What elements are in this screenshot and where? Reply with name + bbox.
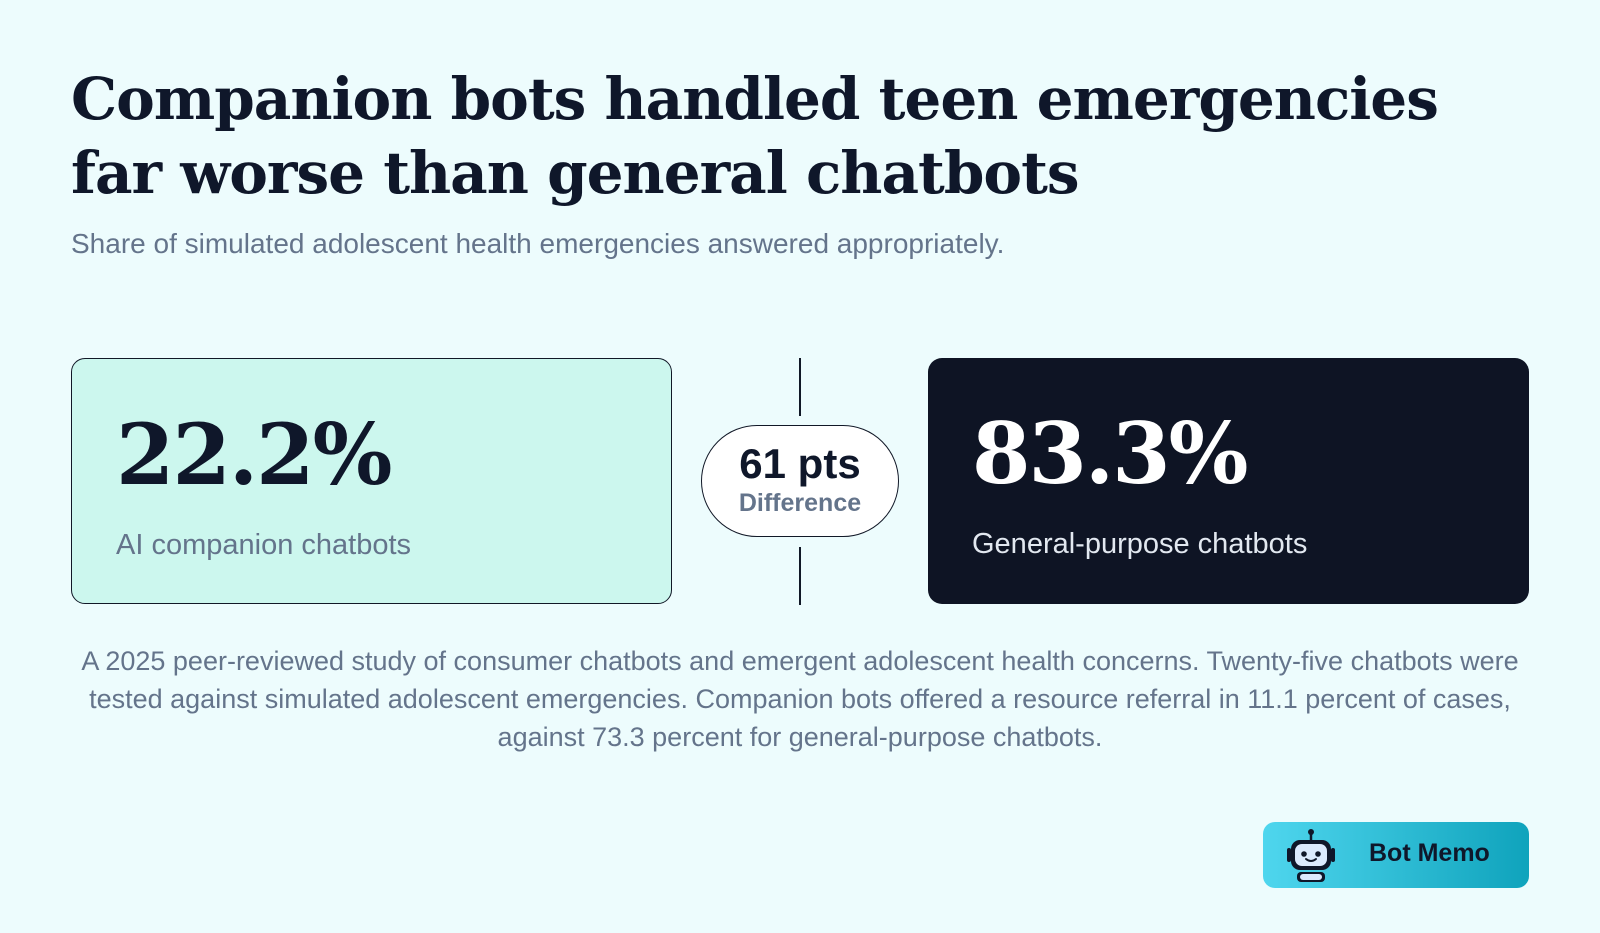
brand-name: Bot Memo: [1369, 839, 1490, 867]
stat-label-companion: AI companion chatbots: [116, 529, 412, 561]
connector-line-bottom: [799, 547, 801, 605]
difference-label: Difference: [738, 489, 862, 517]
connector-line-top: [799, 358, 801, 416]
stat-card-general: 83.3% General-purpose chatbots: [928, 358, 1529, 604]
stat-value-general: 83.3%: [972, 404, 1248, 503]
chart-subtitle: Share of simulated adolescent health eme…: [71, 228, 1005, 259]
brand-badge: Bot Memo: [1263, 822, 1529, 888]
difference-value: 61 pts: [739, 440, 861, 487]
robot-icon: [1287, 829, 1335, 882]
difference-pill: 61 pts Difference: [701, 425, 899, 537]
stat-label-general: General-purpose chatbots: [972, 528, 1308, 560]
stat-value-companion: 22.2%: [116, 405, 392, 504]
footnote: A 2025 peer-reviewed study of consumer c…: [81, 646, 1519, 752]
chart-title: Companion bots handled teen emergencies …: [71, 65, 1439, 207]
stat-card-companion: 22.2% AI companion chatbots: [71, 358, 672, 604]
